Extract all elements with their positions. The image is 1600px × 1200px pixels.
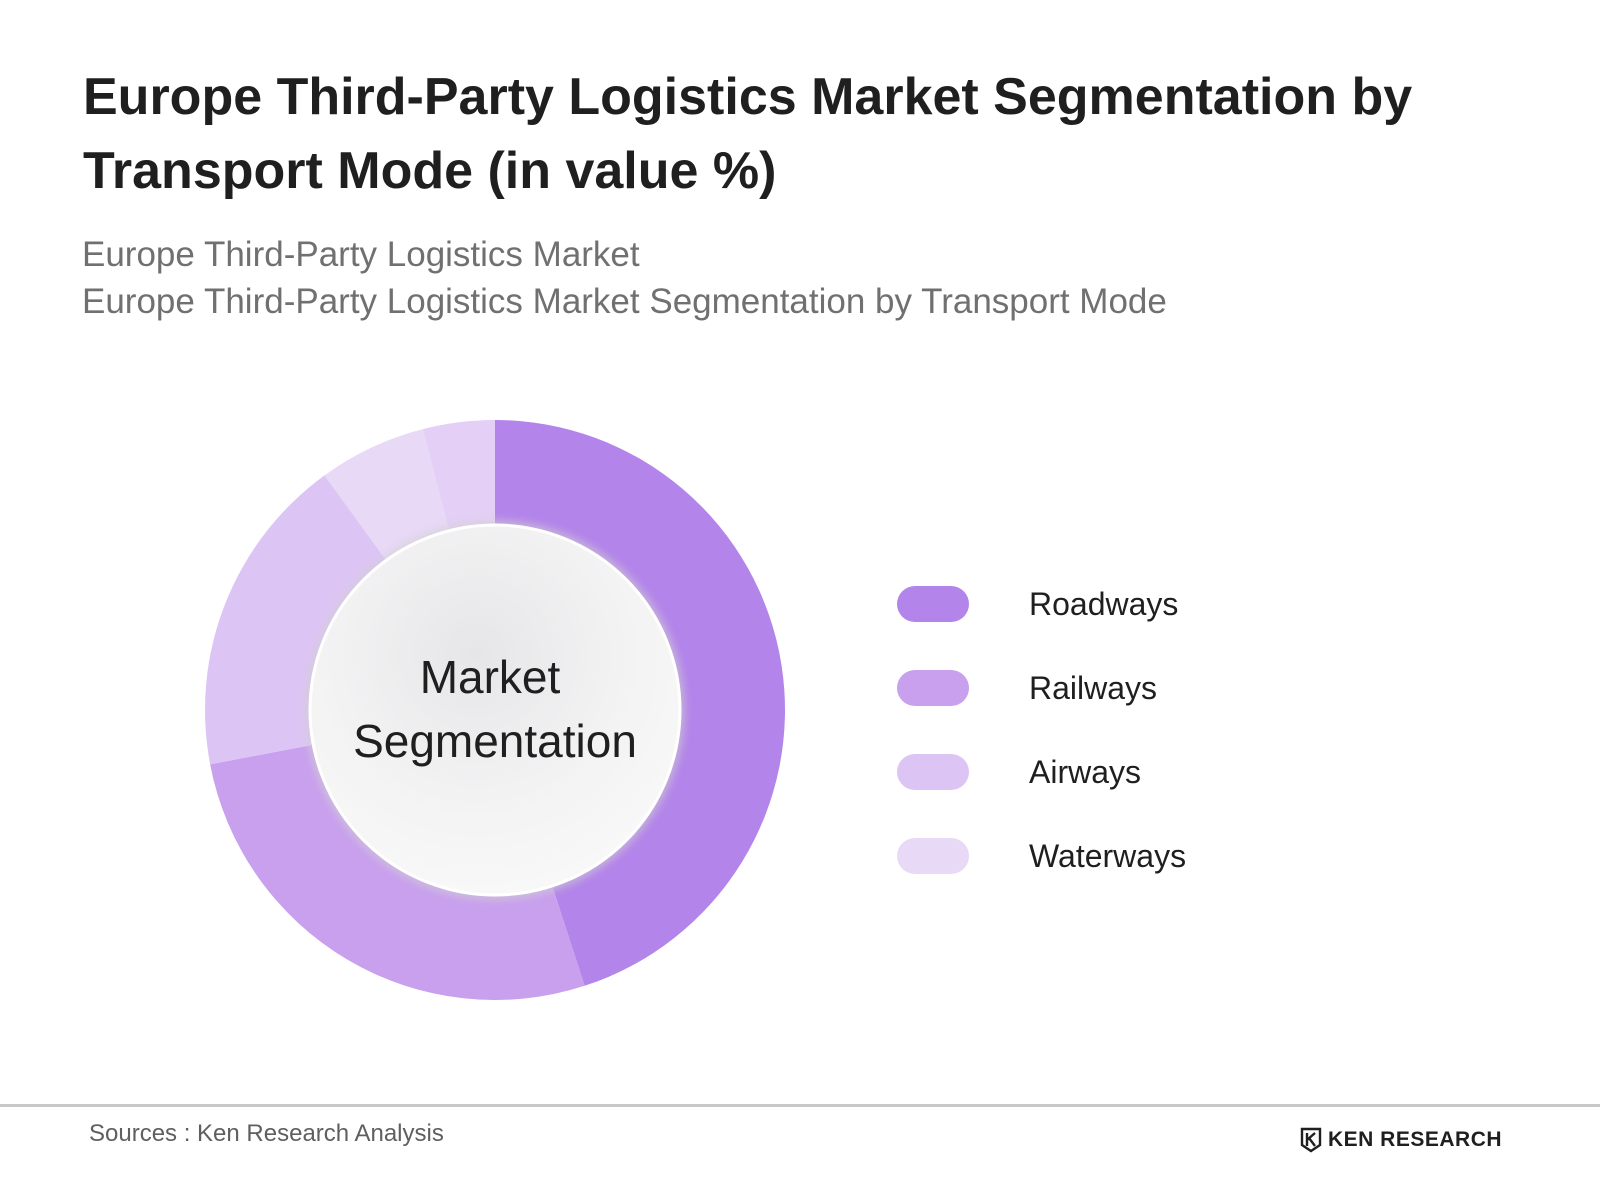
donut-slice-waterways	[324, 429, 451, 565]
brand: KEN RESEARCH	[1300, 1124, 1502, 1156]
legend-label-waterways: Waterways	[1029, 838, 1187, 874]
chart-title: Europe Third-Party Logistics Market Segm…	[83, 68, 1413, 200]
chart-subtitle-line-2: Europe Third-Party Logistics Market Segm…	[82, 282, 1167, 321]
legend-swatch-waterways	[897, 838, 969, 874]
legend-swatch-railways	[897, 670, 969, 706]
legend-label-railways: Railways	[1029, 670, 1158, 706]
donut-center-disc	[308, 523, 682, 897]
center-label-line-2: Segmentation	[353, 715, 637, 767]
legend-swatch-airways	[897, 754, 969, 790]
sources-note: Sources : Ken Research Analysis	[89, 1120, 444, 1147]
chart-subtitle-line-1: Europe Third-Party Logistics Market	[82, 235, 640, 274]
footer-divider	[0, 1104, 1600, 1107]
donut-slice-airways	[205, 475, 390, 765]
legend-swatch-roadways	[897, 586, 969, 622]
donut-chart: Market Segmentation	[205, 420, 786, 1000]
center-label-line-1: Market	[420, 651, 561, 703]
legend-label-roadways: Roadways	[1029, 586, 1179, 622]
donut-slice-roadways	[495, 420, 786, 986]
ken-research-logo-icon	[1300, 1127, 1322, 1153]
donut-slice-waterways-part-2	[422, 420, 495, 536]
legend-label-airways: Airways	[1029, 754, 1142, 790]
brand-name: KEN RESEARCH	[1328, 1128, 1503, 1151]
